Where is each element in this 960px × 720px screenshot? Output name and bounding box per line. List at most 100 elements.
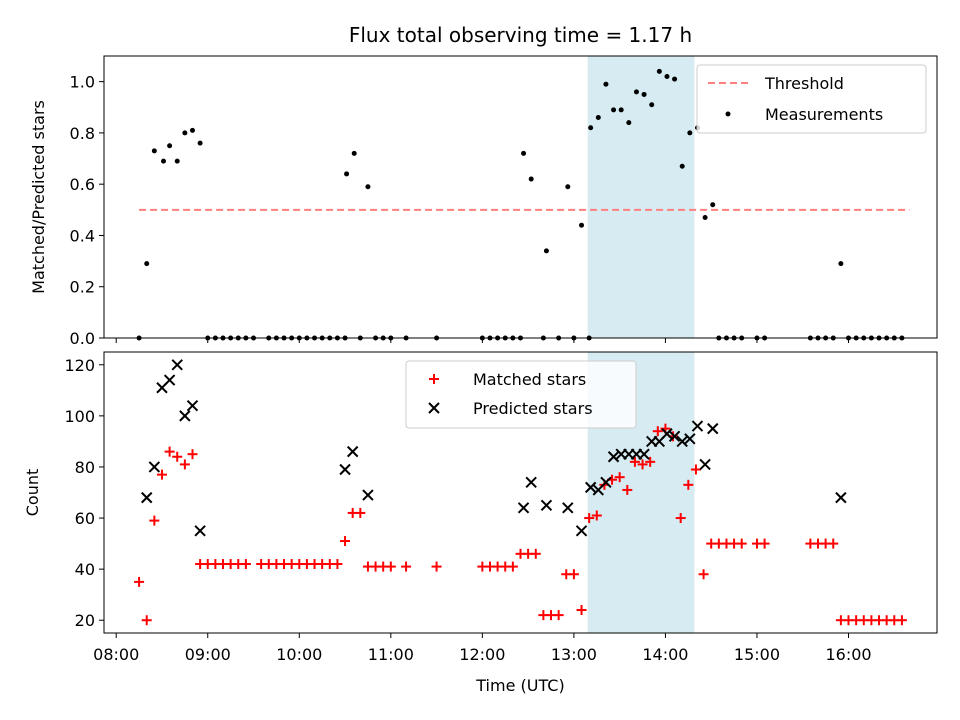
matched-star-point <box>141 615 152 626</box>
predicted-star-point <box>661 428 673 440</box>
x-tick-label: 09:00 <box>185 645 231 664</box>
bottom-legend: Matched stars Predicted stars <box>405 360 637 429</box>
measurement-point <box>626 120 632 126</box>
measurement-point <box>672 76 678 82</box>
predicted-star-point <box>339 463 351 476</box>
measurement-point <box>633 89 639 95</box>
measurement-point <box>174 158 180 164</box>
matched-star-point <box>172 451 183 462</box>
measurement-point <box>603 81 609 87</box>
x-tick-label: 14:00 <box>642 645 688 664</box>
matched-star-point <box>645 456 656 467</box>
measurement-point <box>710 202 716 208</box>
measurement-point <box>365 184 371 190</box>
matched-star-point <box>622 484 633 495</box>
matched-star-point <box>690 464 701 475</box>
predicted-star-point <box>163 374 176 386</box>
matched-star-point <box>332 559 343 570</box>
bottom-y-tick-label: 40 <box>75 560 95 579</box>
measurement-point <box>565 184 571 190</box>
measurement-point <box>151 148 157 154</box>
measurement-point <box>579 222 585 228</box>
predicted-star-point <box>607 451 620 463</box>
x-tick-label: 11:00 <box>368 645 414 664</box>
measurement-point <box>182 130 188 136</box>
matched-star-point <box>584 513 595 524</box>
matched-star-point <box>385 561 396 572</box>
measurement-point <box>611 107 617 113</box>
measurement-point <box>351 150 357 156</box>
measurement-point <box>649 102 655 108</box>
predicted-star-point <box>540 499 553 511</box>
measurement-point <box>197 140 203 146</box>
x-tick-label: 12:00 <box>459 645 505 664</box>
predicted-star-point <box>525 476 537 488</box>
legend-predicted-label: Predicted stars <box>473 399 593 418</box>
matched-star-point <box>431 561 442 572</box>
bottom-axes: 20 40 60 80 100 120 08:00 09:00 10:00 11:00 12:00 1… <box>64 356 871 664</box>
measurement-point <box>664 74 670 80</box>
measurement-point <box>687 130 693 136</box>
matched-star-point <box>568 569 579 580</box>
matched-star-point <box>156 469 167 480</box>
matched-star-point <box>355 507 366 518</box>
measurement-point <box>595 115 601 121</box>
matched-star-point <box>629 456 640 467</box>
predicted-star-point <box>575 525 588 537</box>
predicted-star-point <box>148 461 161 473</box>
predicted-star-point <box>186 399 199 412</box>
predicted-star-point <box>835 491 847 504</box>
top-axes: 0.0 0.2 0.4 0.6 0.8 1.0 <box>70 73 850 348</box>
top-legend: Threshold Measurements <box>696 64 927 134</box>
legend-measurements-swatch <box>725 111 731 117</box>
bottom-y-tick-label: 80 <box>75 458 95 477</box>
predicted-star-point <box>517 502 530 514</box>
measurement-point <box>679 163 685 169</box>
bottom-y-tick-label: 120 <box>64 356 95 375</box>
measurement-point <box>144 261 150 267</box>
legend-matched-label: Matched stars <box>473 370 586 389</box>
top-y-tick-label: 0.8 <box>70 124 95 143</box>
top-plot-frame <box>103 55 938 339</box>
bottom-plot-frame <box>103 351 938 634</box>
matched-star-point <box>591 510 602 521</box>
top-y-tick-label: 0.2 <box>70 278 95 297</box>
x-tick-label: 13:00 <box>551 645 597 664</box>
matched-star-point <box>614 472 625 483</box>
matched-star-point <box>759 538 770 549</box>
bottom-y-tick-label: 100 <box>64 407 95 426</box>
measurement-point <box>528 176 534 182</box>
measurement-point <box>167 143 173 149</box>
legend-measurements-label: Measurements <box>765 105 883 124</box>
bottom-legend-box <box>405 360 637 429</box>
predicted-star-point <box>707 422 719 435</box>
matched-star-point <box>675 513 686 524</box>
predicted-star-point <box>171 359 183 371</box>
measurement-point <box>618 107 624 113</box>
predicted-star-point <box>562 502 574 514</box>
matched-star-point <box>637 459 648 470</box>
predicted-star-point <box>638 448 650 460</box>
legend-threshold-label: Threshold <box>764 74 844 93</box>
measurement-point <box>189 127 195 133</box>
measurement-point <box>344 171 350 177</box>
x-tick-label: 16:00 <box>825 645 871 664</box>
matched-star-point <box>240 559 251 570</box>
matched-star-point <box>187 449 198 460</box>
legend-matched-swatch <box>429 374 439 384</box>
bottom-marks <box>134 359 907 626</box>
matched-star-point <box>530 548 541 559</box>
top-y-axis-label: Matched/Predicted stars <box>29 100 48 294</box>
x-tick-label: 15:00 <box>734 645 780 664</box>
x-tick-label: 10:00 <box>276 645 322 664</box>
matched-star-point <box>553 610 564 621</box>
top-panel: 0.0 0.2 0.4 0.6 0.8 1.0 Flux total observing … <box>29 23 938 348</box>
matched-star-point <box>683 479 694 490</box>
top-y-tick-label: 0.6 <box>70 175 95 194</box>
legend-predicted-swatch <box>428 402 440 414</box>
predicted-star-point <box>346 445 359 458</box>
matched-star-point <box>179 459 190 470</box>
predicted-star-point <box>600 476 612 488</box>
measurement-point <box>588 125 594 131</box>
